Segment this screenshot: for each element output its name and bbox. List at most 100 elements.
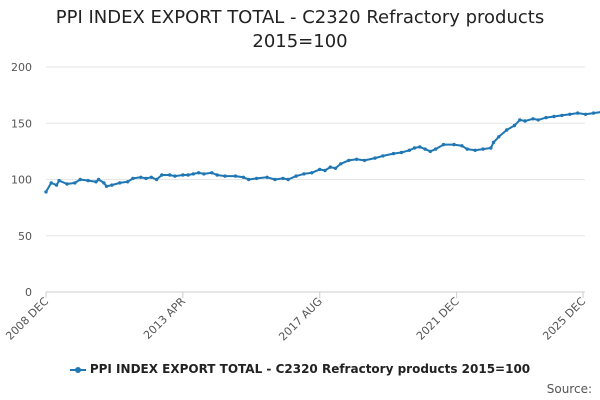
- data-point[interactable]: [560, 113, 564, 118]
- data-point[interactable]: [373, 156, 377, 160]
- data-point[interactable]: [54, 183, 59, 187]
- data-point[interactable]: [544, 115, 548, 120]
- data-point[interactable]: [583, 112, 588, 117]
- legend-label: PPI INDEX EXPORT TOTAL - C2320 Refractor…: [89, 362, 531, 376]
- data-point[interactable]: [44, 190, 48, 194]
- y-tick-label: 50: [18, 230, 32, 243]
- data-point[interactable]: [181, 173, 185, 177]
- data-point[interactable]: [125, 180, 130, 184]
- data-point[interactable]: [473, 148, 477, 152]
- data-point[interactable]: [339, 162, 343, 166]
- y-axis-ticks: 0 50 100 150 200: [11, 61, 32, 299]
- data-point[interactable]: [65, 182, 69, 186]
- data-point[interactable]: [286, 177, 290, 182]
- x-tick-label: 2017 AUG: [276, 295, 325, 344]
- data-point[interactable]: [160, 173, 164, 177]
- chart-title: PPI INDEX EXPORT TOTAL - C2320 Refractor…: [0, 6, 600, 54]
- data-point[interactable]: [310, 171, 314, 175]
- data-point[interactable]: [96, 177, 101, 182]
- data-point[interactable]: [197, 171, 201, 175]
- data-point[interactable]: [381, 154, 385, 158]
- data-point[interactable]: [591, 111, 596, 115]
- data-point[interactable]: [452, 142, 456, 147]
- series-group: [44, 111, 600, 194]
- data-point[interactable]: [191, 172, 196, 176]
- data-point[interactable]: [241, 175, 246, 179]
- data-point[interactable]: [154, 177, 159, 182]
- data-point[interactable]: [86, 178, 90, 183]
- data-point[interactable]: [139, 175, 143, 179]
- data-point[interactable]: [423, 147, 427, 151]
- data-point[interactable]: [78, 177, 82, 182]
- data-point[interactable]: [362, 158, 367, 163]
- data-point[interactable]: [497, 135, 501, 139]
- data-point[interactable]: [347, 158, 351, 163]
- data-point[interactable]: [418, 145, 422, 149]
- legend-dot: [74, 366, 81, 373]
- data-point[interactable]: [281, 176, 285, 181]
- data-point[interactable]: [407, 148, 411, 152]
- x-tick-label: 2021 DEC: [414, 295, 462, 343]
- data-point[interactable]: [49, 181, 53, 185]
- data-point[interactable]: [412, 146, 417, 150]
- x-tick-label: 2013 APR: [141, 295, 188, 342]
- data-point[interactable]: [505, 128, 509, 132]
- data-point[interactable]: [354, 157, 359, 161]
- data-point[interactable]: [512, 123, 517, 128]
- source-label: Source:: [546, 382, 592, 396]
- data-point[interactable]: [428, 149, 432, 154]
- data-point[interactable]: [149, 175, 153, 179]
- chart-title-line1: PPI INDEX EXPORT TOTAL - C2320 Refractor…: [55, 7, 545, 28]
- data-point[interactable]: [173, 174, 177, 178]
- data-point[interactable]: [94, 180, 98, 184]
- data-point[interactable]: [333, 166, 338, 170]
- data-point[interactable]: [168, 173, 172, 177]
- data-point[interactable]: [576, 111, 580, 115]
- data-point[interactable]: [441, 142, 446, 147]
- data-point[interactable]: [118, 181, 122, 185]
- data-point[interactable]: [104, 184, 109, 188]
- grid-lines: [46, 66, 585, 237]
- data-point[interactable]: [518, 118, 522, 122]
- data-point[interactable]: [328, 165, 332, 169]
- data-point[interactable]: [465, 147, 469, 151]
- data-point[interactable]: [223, 174, 227, 178]
- data-point[interactable]: [186, 173, 190, 177]
- data-point[interactable]: [57, 178, 61, 183]
- data-point[interactable]: [233, 174, 238, 178]
- legend-swatch: [69, 365, 86, 375]
- data-point[interactable]: [202, 172, 206, 176]
- chart-title-line2: 2015=100: [252, 31, 348, 52]
- data-point[interactable]: [552, 114, 556, 119]
- data-point[interactable]: [489, 146, 493, 150]
- data-point[interactable]: [210, 171, 214, 175]
- data-point[interactable]: [523, 119, 527, 123]
- data-point[interactable]: [215, 173, 219, 177]
- data-point[interactable]: [273, 177, 277, 182]
- data-point[interactable]: [144, 176, 148, 181]
- data-point[interactable]: [302, 172, 306, 176]
- data-point[interactable]: [399, 150, 404, 155]
- data-point[interactable]: [531, 117, 535, 121]
- data-point[interactable]: [460, 144, 464, 148]
- data-point[interactable]: [318, 167, 322, 172]
- data-point[interactable]: [131, 176, 135, 181]
- data-point[interactable]: [265, 175, 269, 179]
- data-point[interactable]: [73, 181, 77, 185]
- data-point[interactable]: [491, 140, 496, 145]
- data-point[interactable]: [391, 151, 396, 156]
- data-point[interactable]: [481, 147, 485, 151]
- data-point[interactable]: [254, 176, 259, 181]
- data-point[interactable]: [102, 181, 106, 185]
- x-tick-label: 2025 DEC: [540, 295, 588, 343]
- data-point[interactable]: [568, 112, 572, 117]
- data-point[interactable]: [536, 118, 540, 122]
- data-point[interactable]: [110, 183, 114, 187]
- data-point[interactable]: [433, 147, 438, 151]
- y-tick-label: 200: [11, 61, 32, 74]
- data-point[interactable]: [294, 174, 298, 178]
- data-point[interactable]: [323, 168, 327, 173]
- data-point[interactable]: [247, 177, 251, 182]
- legend[interactable]: PPI INDEX EXPORT TOTAL - C2320 Refractor…: [0, 362, 600, 376]
